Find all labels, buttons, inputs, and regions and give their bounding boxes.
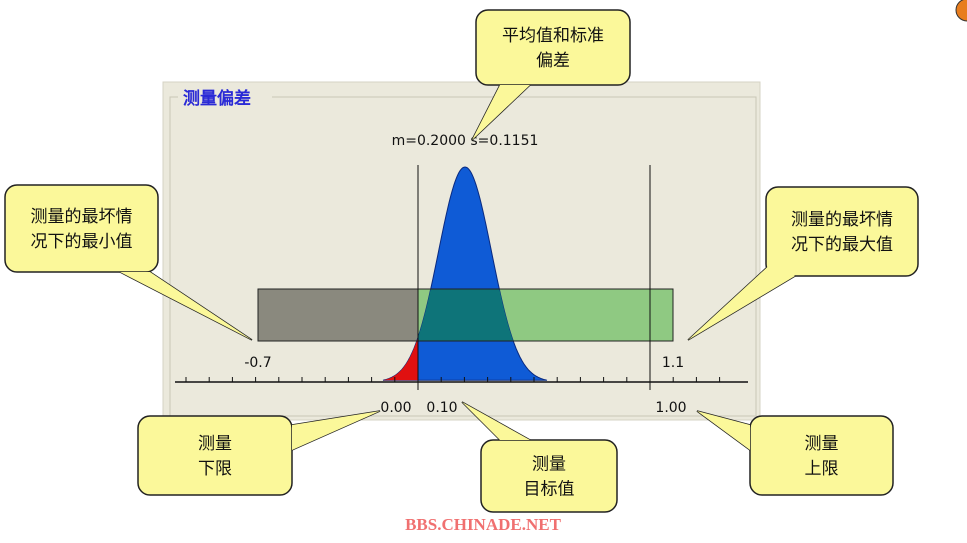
target-label: 0.10 [426,400,457,416]
callout-join [697,411,750,450]
callout-text: 平均值和标准 [502,26,604,46]
worst-min-label: -0.7 [244,355,271,371]
stats: m=0.2000 s=0.1151 [392,133,539,149]
callout-box [137,415,293,496]
callout-box [4,184,159,273]
callout-box [480,439,618,513]
callout-text: 测量的最坏情 [791,210,893,230]
group-border [169,96,757,417]
overlap [418,289,514,341]
callout-text: 上限 [805,459,839,479]
callout-text: 况下的最大值 [791,235,893,255]
callout-text: 测量的最坏情 [31,207,133,227]
callout-box [475,9,631,86]
ticks [185,377,721,382]
callout-join [472,85,530,140]
callout-text: 测量 [532,455,566,475]
callout-box [765,186,919,277]
callout-text: 况下的最小值 [31,232,133,252]
callout-join [462,402,530,440]
panel-title: 测量偏差 [183,88,251,109]
callout-text: 测量 [198,434,232,454]
upper-label: 1.00 [655,400,686,416]
callout-join [292,411,380,450]
callout-box [749,415,894,496]
callout-text: 目标值 [524,480,575,500]
callout-join [688,260,795,340]
callout-join [120,272,252,340]
below-lower [383,337,418,381]
worst-max-label: 1.1 [662,355,684,371]
callout-text: 测量 [805,434,839,454]
callout-text: 偏差 [536,51,570,71]
callout-text: 下限 [198,459,232,479]
lower-label: 0.00 [380,400,411,416]
worst-range-border [257,288,674,342]
corner-icon [955,0,967,22]
watermark: BBS.CHINADE.NET [405,515,562,534]
